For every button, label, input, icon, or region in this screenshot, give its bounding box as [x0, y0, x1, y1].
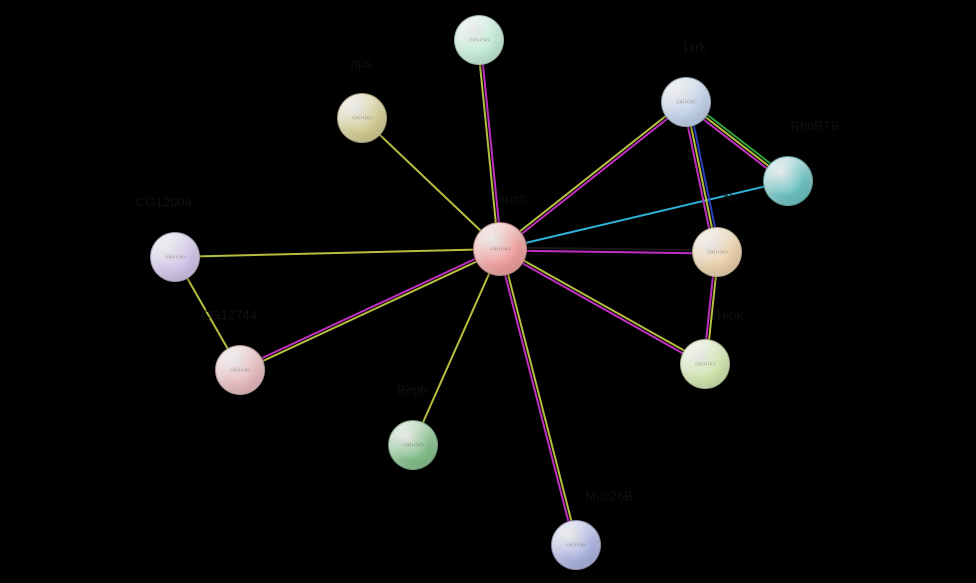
protein-structure-icon: ፨፨ ፨፨ [490, 246, 510, 252]
edge-line [691, 126, 712, 229]
edge-line [505, 275, 569, 522]
node-Raf[interactable]: ፨፨ ፨፨Raf [454, 15, 504, 65]
node-label: pps [351, 56, 372, 71]
node-Hipk[interactable]: ፨፨ ፨፨Hipk [680, 339, 730, 389]
node-label: RhoBTB [790, 119, 839, 134]
protein-structure-icon: ፨፨ ፨፨ [566, 542, 586, 548]
edge-line [526, 248, 693, 250]
node-label: Hipk [717, 308, 743, 323]
edge-line [706, 276, 713, 340]
edge-layer [0, 0, 976, 583]
node-label: Reph [396, 383, 427, 398]
edge-line [522, 263, 683, 354]
edge-line [483, 64, 499, 223]
node-ball[interactable]: ፨፨ ፨፨ [215, 345, 265, 395]
edge-line [705, 117, 769, 167]
edge-line [709, 276, 716, 340]
node-spen[interactable]: ፨፨ ፨፨spen [473, 222, 527, 276]
node-ball[interactable]: ፨፨ ፨፨ [388, 420, 438, 470]
edge-line [261, 259, 476, 359]
edge-line [526, 251, 693, 253]
node-Reph[interactable]: ፨፨ ፨፨Reph [388, 420, 438, 470]
edge-line [523, 260, 684, 351]
node-ball[interactable]: ፨፨ ፨፨ [150, 232, 200, 282]
node-Muc26B[interactable]: ፨፨ ፨፨Muc26B [551, 520, 601, 570]
node-Lrrk[interactable]: ፨፨ ፨፨Lrrk [661, 77, 711, 127]
node-label: CG12744 [201, 308, 257, 323]
edge-line [520, 116, 667, 232]
edge-line [199, 250, 474, 257]
edge-line [379, 135, 481, 232]
protein-structure-icon: ፨፨ ፨፨ [676, 99, 696, 105]
node-ball[interactable]: ፨፨ ፨፨ [454, 15, 504, 65]
edge-line [688, 126, 709, 229]
edge-line [707, 114, 771, 164]
protein-structure-icon: ፨፨ ፨፨ [469, 37, 489, 43]
node-CG12744[interactable]: ፨፨ ፨፨CG12744 [215, 345, 265, 395]
node-ball[interactable]: ፨፨ ፨፨ [692, 227, 742, 277]
protein-structure-icon: ፨፨ ፨፨ [230, 367, 250, 373]
edge-line [521, 118, 668, 234]
edge-line [423, 273, 490, 423]
edge-line [694, 125, 715, 228]
network-canvas: ፨፨ ፨፨spen፨፨ ፨፨Raf፨፨ ፨፨pps፨፨ ፨፨LrrkRhoBTB… [0, 0, 976, 583]
protein-structure-icon: ፨፨ ፨፨ [707, 249, 727, 255]
node-ball[interactable]: ፨፨ ፨፨ [337, 93, 387, 143]
protein-structure-icon: ፨፨ ፨፨ [695, 361, 715, 367]
node-ball[interactable]: ፨፨ ፨፨ [473, 222, 527, 276]
node-N[interactable]: ፨፨ ፨፨N [692, 227, 742, 277]
node-ball[interactable]: ፨፨ ፨፨ [661, 77, 711, 127]
node-label: N [723, 190, 732, 205]
node-CG12004[interactable]: ፨፨ ፨፨CG12004 [150, 232, 200, 282]
protein-structure-icon: ፨፨ ፨፨ [403, 442, 423, 448]
node-ball[interactable] [763, 156, 813, 206]
edge-line [480, 64, 496, 223]
node-pps[interactable]: ፨፨ ፨፨pps [337, 93, 387, 143]
edge-line [508, 274, 572, 522]
node-label: Muc26B [585, 489, 633, 504]
node-RhoBTB[interactable]: RhoBTB [763, 156, 813, 206]
protein-structure-icon: ፨፨ ፨፨ [165, 254, 185, 260]
protein-structure-icon: ፨፨ ፨፨ [352, 115, 372, 121]
node-ball[interactable]: ፨፨ ፨፨ [551, 520, 601, 570]
node-label: Lrrk [684, 40, 706, 55]
edge-line [703, 119, 767, 169]
node-label: CG12004 [136, 195, 192, 210]
node-ball[interactable]: ፨፨ ፨፨ [680, 339, 730, 389]
edge-line [262, 261, 477, 361]
edge-line [187, 278, 228, 349]
node-label: spen [499, 191, 527, 206]
